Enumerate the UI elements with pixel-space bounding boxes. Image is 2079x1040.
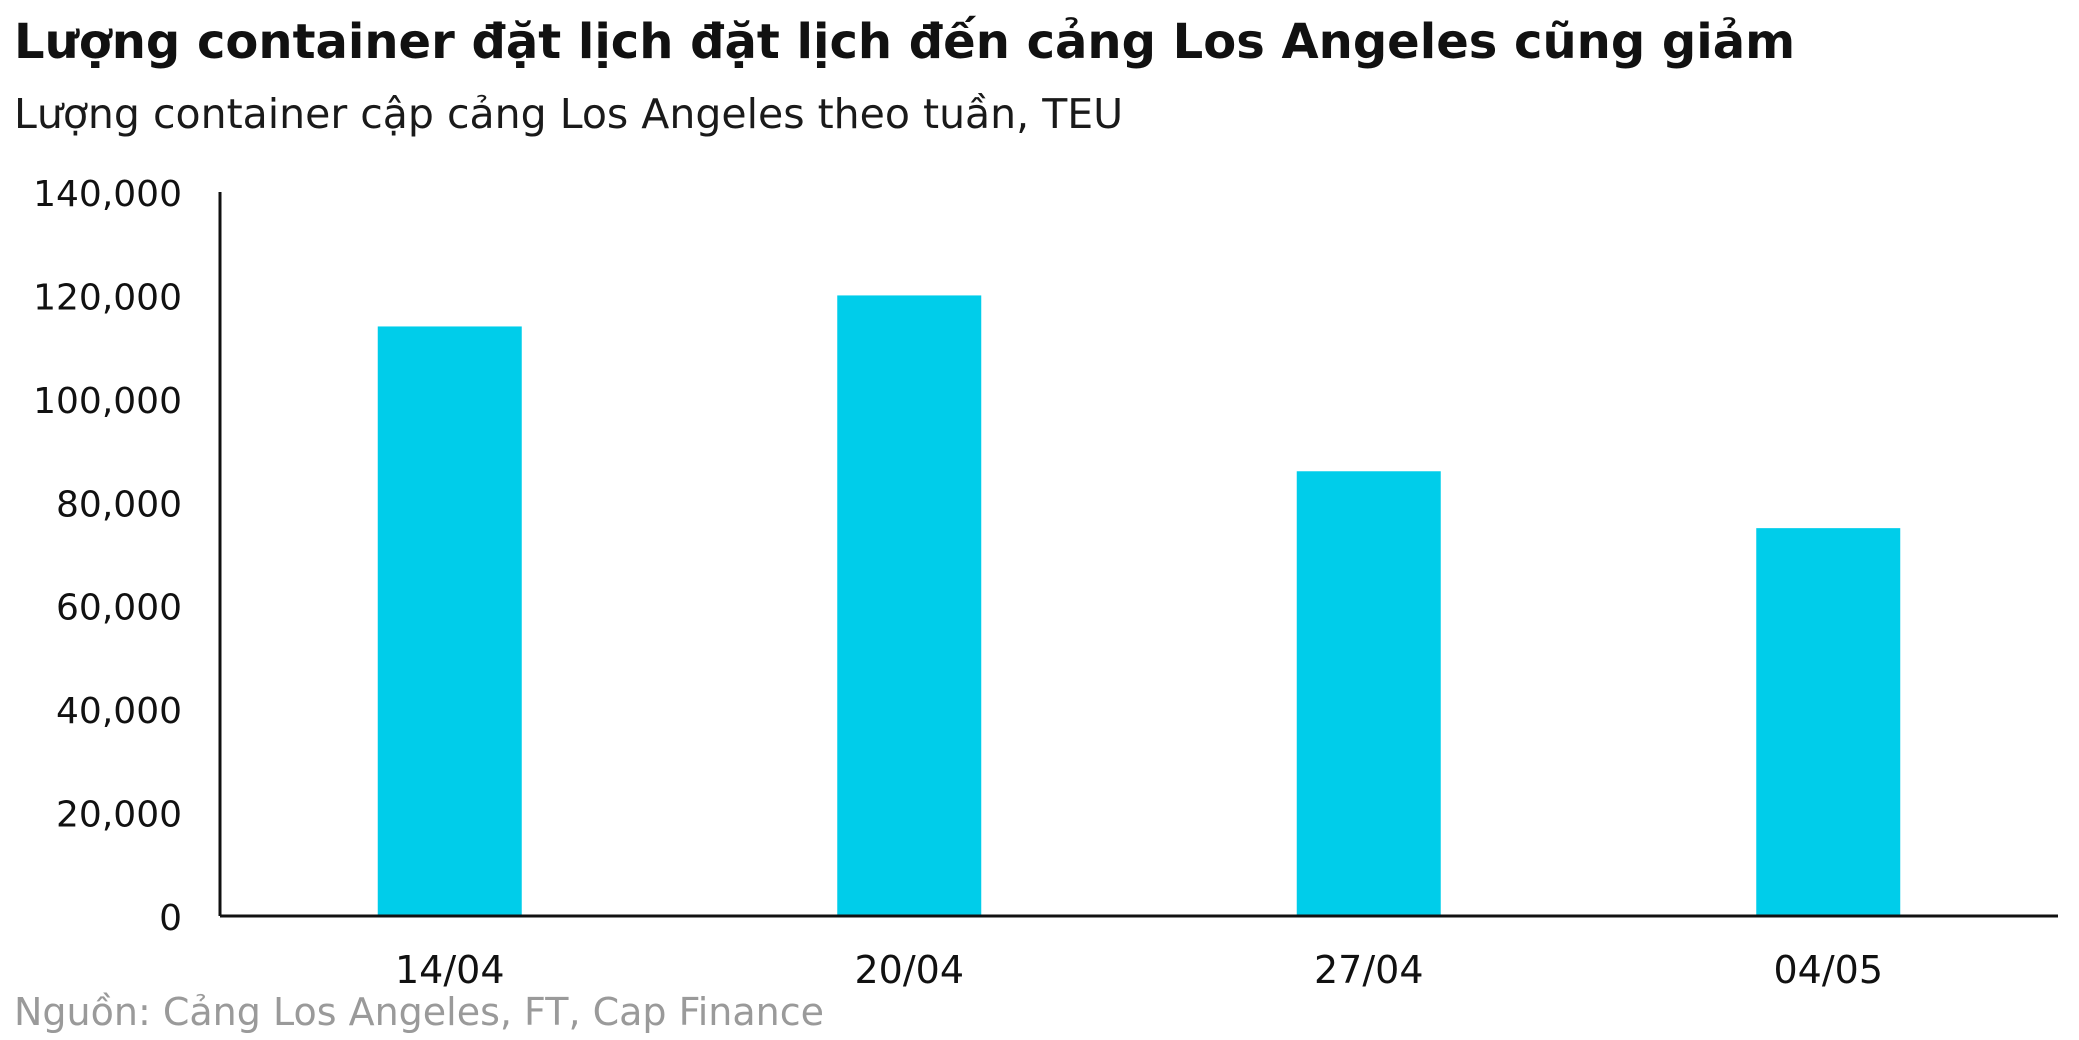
y-tick-label: 100,000	[33, 381, 182, 422]
bar-27-04	[1296, 471, 1441, 916]
x-axis-tick-labels: 14/04 20/04 27/04 04/05	[395, 948, 1883, 992]
chart-title: Lượng container đặt lịch đặt lịch đến cả…	[14, 14, 1796, 70]
y-tick-label: 40,000	[56, 691, 182, 732]
bar-series	[377, 295, 1901, 916]
y-tick-label: 140,000	[33, 174, 182, 215]
x-tick-label: 27/04	[1314, 948, 1424, 992]
y-tick-label: 0	[159, 898, 182, 939]
y-tick-label: 80,000	[56, 484, 182, 525]
bar-04-05	[1756, 528, 1901, 916]
bar-14-04	[377, 326, 522, 916]
source-note: Nguồn: Cảng Los Angeles, FT, Cap Finance	[14, 990, 825, 1034]
y-tick-label: 20,000	[56, 795, 182, 836]
y-tick-label: 120,000	[33, 277, 182, 318]
chart-subtitle: Lượng container cập cảng Los Angeles the…	[14, 90, 1124, 138]
bar-20-04	[837, 295, 982, 916]
y-axis-tick-labels: 0 20,000 40,000 60,000 80,000 100,000 120,000 1…	[33, 174, 182, 939]
y-tick-label: 60,000	[56, 588, 182, 629]
x-tick-label: 14/04	[395, 948, 505, 992]
x-tick-label: 04/05	[1773, 948, 1883, 992]
x-tick-label: 20/04	[854, 948, 964, 992]
